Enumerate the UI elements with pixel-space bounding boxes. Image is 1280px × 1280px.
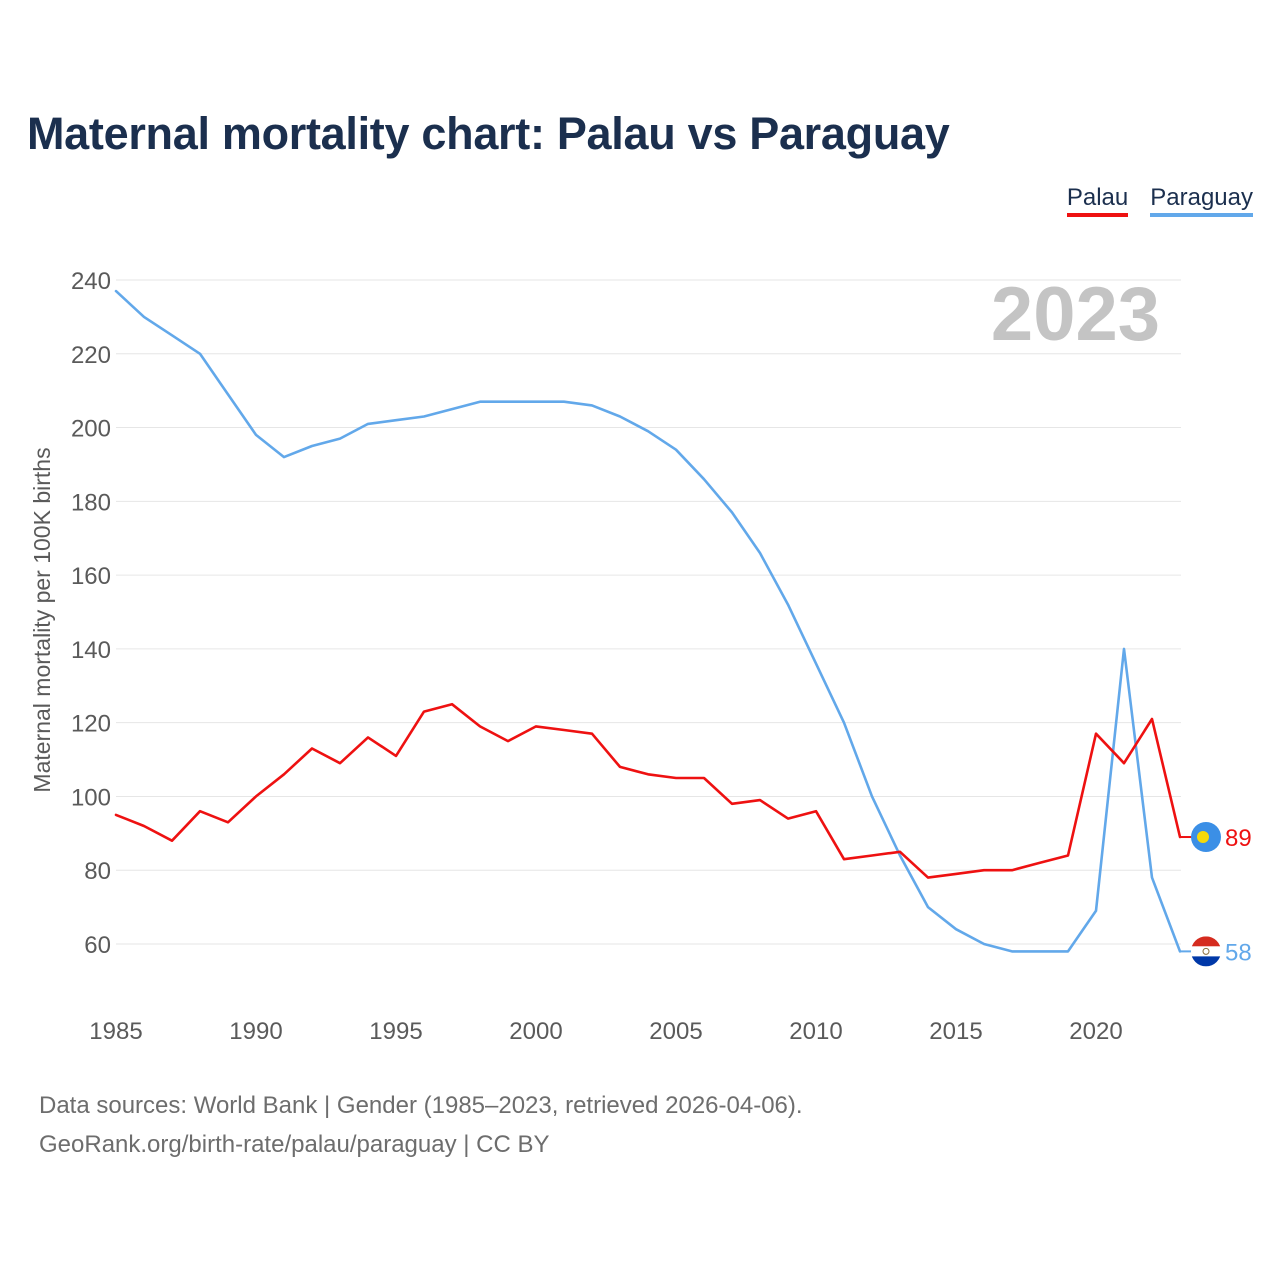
x-tick-label: 2010 [789, 1018, 842, 1045]
x-tick-label: 1995 [369, 1018, 422, 1045]
x-tick-label: 2000 [509, 1018, 562, 1045]
y-tick-label: 120 [71, 711, 111, 738]
legend-item-palau[interactable]: Palau [1066, 184, 1129, 217]
legend-item-paraguay[interactable]: Paraguay [1150, 184, 1253, 217]
y-tick-label: 140 [71, 637, 111, 664]
x-tick-label: 1985 [89, 1018, 142, 1045]
end-markers: 89 58 [1180, 822, 1252, 967]
y-tick-label: 100 [71, 784, 111, 811]
series-line-palau[interactable] [114, 702, 1182, 879]
y-axis-label: Maternal mortality per 100K births [29, 447, 55, 792]
end-value-label-palau: 89 [1225, 825, 1252, 852]
chart-footer: Data sources: World Bank | Gender (1985–… [39, 1086, 803, 1164]
y-tick-label: 200 [71, 416, 111, 443]
x-tick-label: 1990 [229, 1018, 282, 1045]
y-tick-label: 160 [71, 563, 111, 590]
x-tick-label: 2005 [649, 1018, 702, 1045]
x-tick-label: 2015 [929, 1018, 982, 1045]
end-value-label-paraguay: 58 [1225, 939, 1252, 966]
series-lines [114, 289, 1182, 953]
grid-lines [116, 279, 1181, 945]
end-marker-palau: 89 [1180, 822, 1252, 853]
x-tick-label: 2020 [1069, 1018, 1122, 1045]
end-marker-paraguay: 58 [1180, 936, 1252, 967]
y-tick-label: 240 [71, 268, 111, 295]
paraguay-flag-icon [1191, 936, 1221, 967]
x-axis-ticks: 1985 1990 1995 2000 2005 2010 2015 2020 [89, 1018, 1122, 1045]
chart-title: Maternal mortality chart: Palau vs Parag… [27, 108, 950, 159]
y-tick-label: 180 [71, 489, 111, 516]
y-axis-ticks: 60 80 100 120 140 160 180 200 220 240 [71, 268, 111, 959]
year-watermark: 2023 [991, 272, 1160, 357]
data-source-text: Data sources: World Bank | Gender (1985–… [39, 1092, 803, 1119]
y-tick-label: 60 [84, 932, 111, 959]
y-tick-label: 80 [84, 858, 111, 885]
source-link[interactable]: GeoRank.org/birth-rate/palau/paraguay | … [39, 1131, 550, 1158]
palau-flag-icon [1191, 822, 1221, 853]
y-tick-label: 220 [71, 342, 111, 369]
series-line-paraguay[interactable] [114, 289, 1182, 953]
chart-legend: Palau Paraguay [1066, 184, 1253, 217]
